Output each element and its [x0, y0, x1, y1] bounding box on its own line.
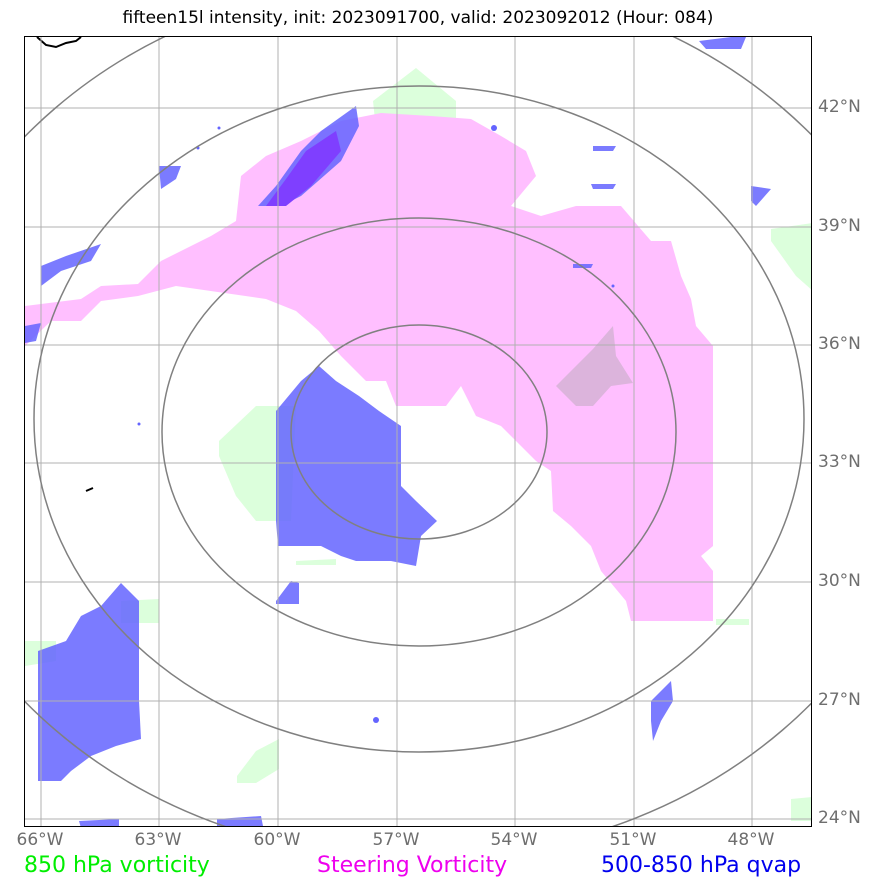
lon-label-48w: 48°W	[727, 830, 775, 850]
lon-label-57w: 57°W	[372, 830, 420, 850]
range-rings	[25, 37, 811, 826]
legend-steering-vorticity: Steering Vorticity	[317, 853, 508, 878]
lon-label-66w: 66°W	[16, 830, 64, 850]
lat-label-24n: 24°N	[818, 808, 861, 828]
lon-label-63w: 63°W	[134, 830, 182, 850]
map-panel	[24, 36, 812, 827]
coastline-layer	[36, 37, 94, 492]
legend-850-vorticity: 850 hPa vorticity	[24, 853, 210, 878]
lat-label-39n: 39°N	[818, 216, 861, 236]
lat-label-30n: 30°N	[818, 571, 861, 591]
range-ring-outer	[33, 85, 805, 753]
range-ring-inner	[290, 324, 548, 540]
gridlines	[25, 37, 811, 826]
lat-label-33n: 33°N	[818, 452, 861, 472]
lat-label-42n: 42°N	[818, 97, 861, 117]
lat-label-36n: 36°N	[818, 334, 861, 354]
range-ring-middle	[161, 217, 677, 647]
legend-qvap: 500-850 hPa qvap	[601, 853, 802, 878]
lon-label-60w: 60°W	[253, 830, 301, 850]
map-title: fifteen15l intensity, init: 2023091700, …	[122, 8, 714, 28]
lat-label-27n: 27°N	[818, 690, 861, 710]
map-canvas	[25, 37, 811, 826]
steering-vorticity-layer	[25, 113, 713, 621]
lon-label-54w: 54°W	[490, 830, 538, 850]
lon-label-51w: 51°W	[609, 830, 657, 850]
